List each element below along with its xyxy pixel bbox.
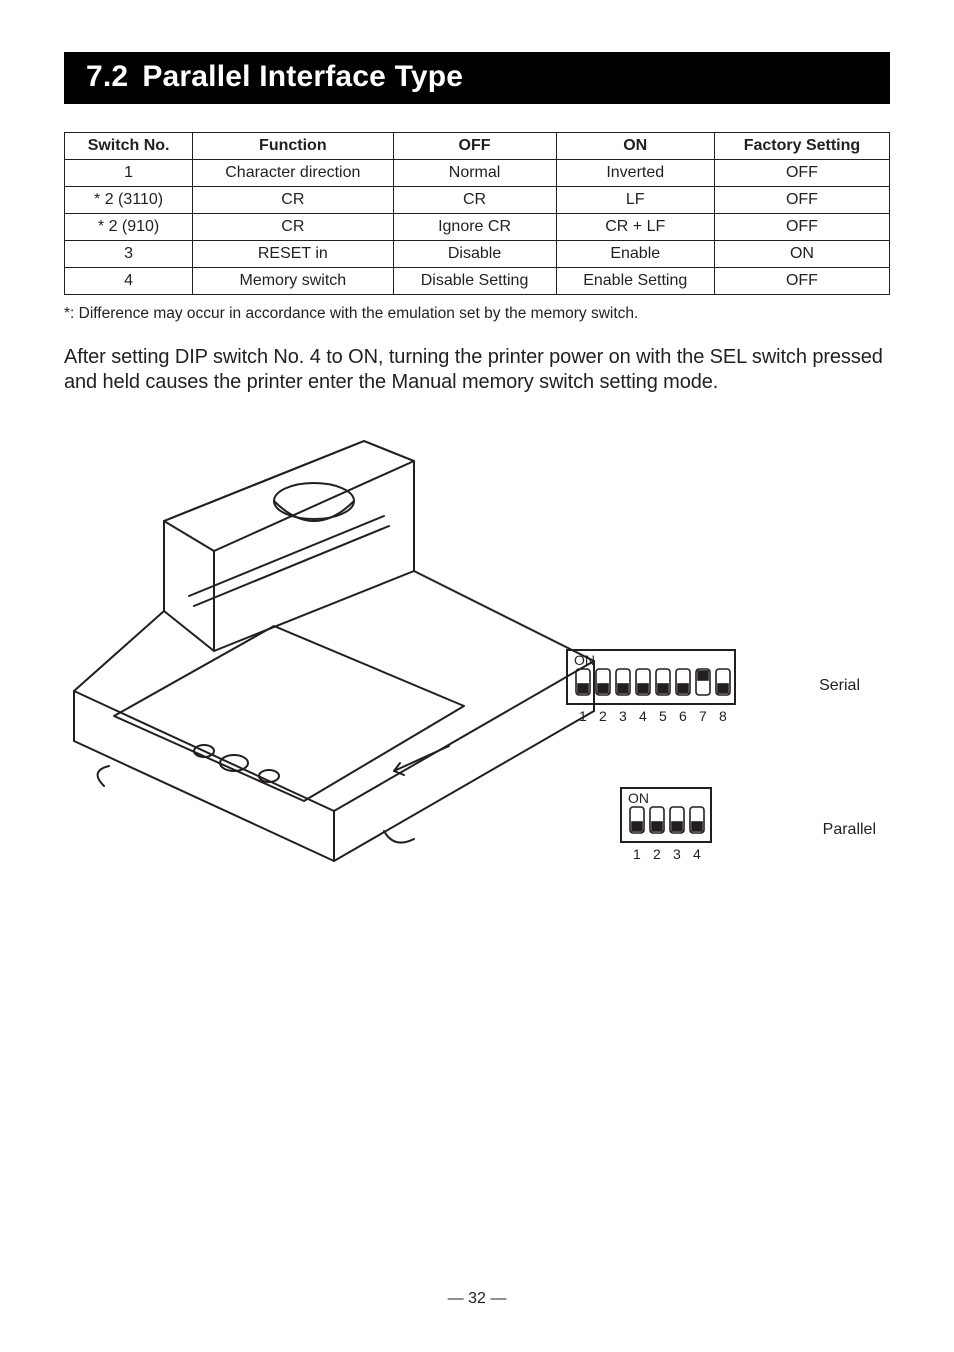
page-number: — 32 — [0, 1290, 954, 1308]
svg-text:1: 1 [633, 846, 641, 862]
table-row: * 2 (3110) CR CR LF OFF [65, 187, 890, 214]
cell: Disable Setting [393, 268, 556, 295]
table-row: * 2 (910) CR Ignore CR CR + LF OFF [65, 214, 890, 241]
cell: * 2 (3110) [65, 187, 193, 214]
cell: Inverted [556, 160, 714, 187]
col-on: ON [556, 133, 714, 160]
on-label: ON [628, 790, 649, 806]
cell: Enable Setting [556, 268, 714, 295]
cell: OFF [714, 187, 889, 214]
cell: OFF [714, 160, 889, 187]
svg-text:4: 4 [693, 846, 701, 862]
cell: 3 [65, 241, 193, 268]
cell: RESET in [193, 241, 393, 268]
page: 7.2 Parallel Interface Type Switch No. Fu… [0, 0, 954, 1352]
cell: CR [193, 214, 393, 241]
cell: Ignore CR [393, 214, 556, 241]
table-row: 4 Memory switch Disable Setting Enable S… [65, 268, 890, 295]
cell: Enable [556, 241, 714, 268]
svg-text:3: 3 [619, 708, 627, 724]
section-heading: 7.2 Parallel Interface Type [64, 60, 890, 94]
cell: OFF [714, 268, 889, 295]
col-factory-setting: Factory Setting [714, 133, 889, 160]
svg-text:8: 8 [719, 708, 727, 724]
dip-switch-table: Switch No. Function OFF ON Factory Setti… [64, 132, 890, 295]
cell: CR [193, 187, 393, 214]
table-header-row: Switch No. Function OFF ON Factory Setti… [65, 133, 890, 160]
serial-dip-switch-icon: ON [566, 649, 736, 724]
svg-text:2: 2 [653, 846, 661, 862]
cell: OFF [714, 214, 889, 241]
parallel-dip-switch-icon: ON 1 2 3 4 [620, 787, 720, 862]
table-row: 3 RESET in Disable Enable ON [65, 241, 890, 268]
cell: ON [714, 241, 889, 268]
serial-label: Serial [819, 677, 860, 695]
cell: LF [556, 187, 714, 214]
cell: Normal [393, 160, 556, 187]
svg-text:5: 5 [659, 708, 667, 724]
svg-text:7: 7 [699, 708, 707, 724]
table-row: 1 Character direction Normal Inverted OF… [65, 160, 890, 187]
section-heading-bar: 7.2 Parallel Interface Type [64, 52, 890, 104]
col-off: OFF [393, 133, 556, 160]
svg-text:4: 4 [639, 708, 647, 724]
cell: Character direction [193, 160, 393, 187]
cell: 1 [65, 160, 193, 187]
svg-text:6: 6 [679, 708, 687, 724]
cell: 4 [65, 268, 193, 295]
col-switch-no: Switch No. [65, 133, 193, 160]
cell: Memory switch [193, 268, 393, 295]
printer-illustration [54, 431, 614, 871]
cell: * 2 (910) [65, 214, 193, 241]
cell: CR + LF [556, 214, 714, 241]
cell: CR [393, 187, 556, 214]
parallel-label: Parallel [823, 821, 876, 839]
col-function: Function [193, 133, 393, 160]
svg-text:1: 1 [579, 708, 587, 724]
svg-text:3: 3 [673, 846, 681, 862]
cell: Disable [393, 241, 556, 268]
section-title: Parallel Interface Type [142, 60, 463, 93]
table-footnote: *: Difference may occur in accordance wi… [64, 305, 890, 323]
body-paragraph: After setting DIP switch No. 4 to ON, tu… [64, 345, 890, 395]
on-label: ON [574, 652, 595, 668]
figure-area: ON [64, 431, 890, 971]
section-number: 7.2 [86, 60, 128, 94]
svg-text:2: 2 [599, 708, 607, 724]
